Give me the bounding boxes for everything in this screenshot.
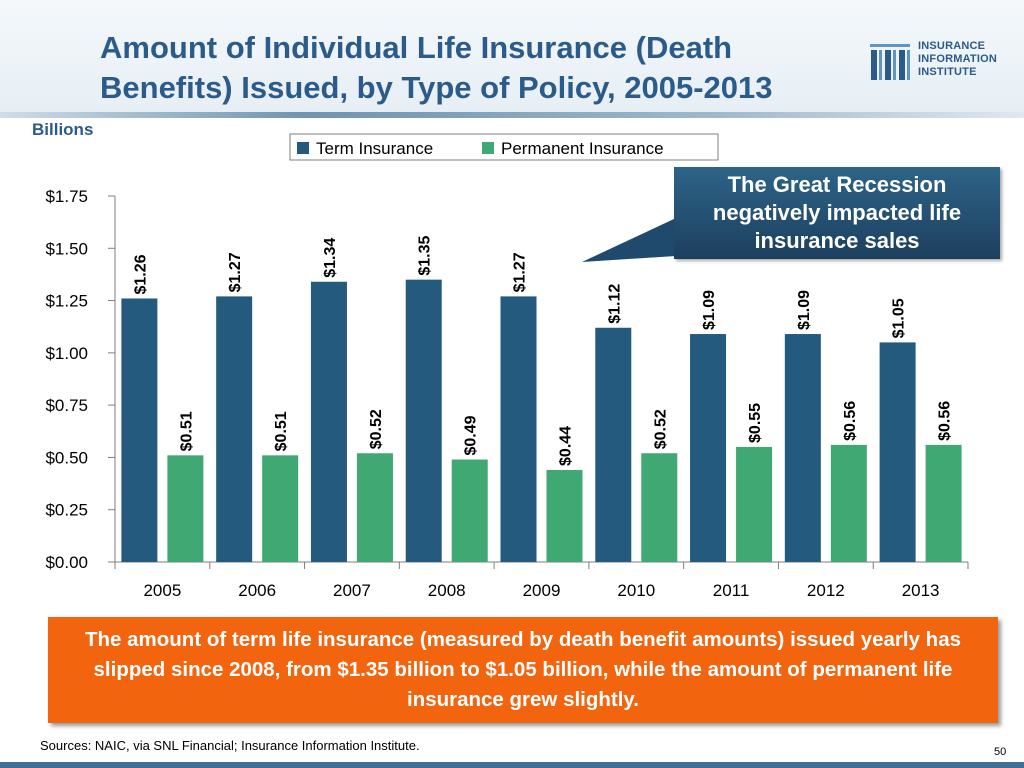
term-data-label: $1.09 <box>796 290 813 330</box>
callout-text: The Great Recession negatively impacted … <box>712 172 962 253</box>
x-tick-label: 2008 <box>428 581 466 600</box>
iii-logo: INSURANCE INFORMATION INSTITUTE <box>868 38 1018 88</box>
term-bar <box>216 296 253 562</box>
summary-box: The amount of term life insurance (measu… <box>48 617 998 723</box>
permanent-data-label: $0.55 <box>747 403 764 443</box>
permanent-bar <box>641 453 678 562</box>
permanent-data-label: $0.56 <box>842 401 859 441</box>
logo-line: INSTITUTE <box>918 66 977 78</box>
term-bar <box>595 327 632 562</box>
permanent-data-label: $0.51 <box>273 411 290 451</box>
permanent-bar <box>925 444 962 562</box>
permanent-data-label: $0.52 <box>652 409 669 449</box>
legend-permanent-label: Permanent Insurance <box>501 139 664 158</box>
page-number: 50 <box>994 746 1007 758</box>
term-data-label: $1.35 <box>417 236 434 276</box>
permanent-bar <box>546 469 583 562</box>
logo-text: INSURANCE INFORMATION INSTITUTE <box>918 40 997 79</box>
x-tick-label: 2013 <box>902 581 940 600</box>
permanent-bar <box>167 455 204 562</box>
permanent-data-label: $0.44 <box>558 426 575 466</box>
x-tick-label: 2012 <box>807 581 845 600</box>
title-band <box>0 0 1024 118</box>
term-bar <box>310 281 347 562</box>
term-data-label: $1.34 <box>322 238 339 278</box>
term-data-label: $1.26 <box>132 254 149 294</box>
logo-line: INSURANCE <box>918 40 986 52</box>
legend-term-swatch <box>297 142 309 154</box>
permanent-bar <box>830 444 867 562</box>
recession-callout: The Great Recession negatively impacted … <box>674 167 1000 259</box>
y-tick-label: $0.50 <box>45 448 88 467</box>
permanent-bar <box>451 459 488 562</box>
legend <box>289 133 719 161</box>
y-axis-unit-label: Billions <box>32 120 94 139</box>
legend-term-label: Term Insurance <box>316 139 433 158</box>
permanent-bar <box>356 453 393 562</box>
permanent-data-label: $0.49 <box>463 415 480 455</box>
x-tick-label: 2005 <box>143 581 181 600</box>
x-tick-label: 2009 <box>523 581 561 600</box>
term-data-label: $1.09 <box>701 290 718 330</box>
term-bar <box>784 334 821 562</box>
permanent-bar <box>736 446 773 562</box>
y-tick-label: $1.50 <box>45 239 88 258</box>
permanent-data-label: $0.56 <box>937 401 954 441</box>
term-bar <box>879 342 916 562</box>
logo-mark-icon <box>870 44 910 80</box>
permanent-bar <box>262 455 299 562</box>
title-divider <box>0 112 1024 118</box>
term-data-label: $1.12 <box>606 284 623 324</box>
bottom-band <box>0 762 1024 768</box>
term-data-label: $1.27 <box>227 252 244 292</box>
y-tick-label: $1.75 <box>45 187 88 206</box>
y-tick-label: $1.00 <box>45 344 88 363</box>
legend-permanent-swatch <box>482 142 494 154</box>
page-title: Amount of Individual Life Insurance (Dea… <box>100 30 773 105</box>
y-tick-label: $1.25 <box>45 292 88 311</box>
term-data-label: $1.05 <box>891 298 908 338</box>
sources-note: Sources: NAIC, via SNL Financial; Insura… <box>40 738 420 753</box>
x-tick-label: 2011 <box>713 581 750 600</box>
term-bar <box>121 298 158 562</box>
term-bar <box>500 296 537 562</box>
term-bar <box>690 334 727 562</box>
callout-pointer <box>582 218 676 262</box>
term-data-label: $1.27 <box>512 252 529 292</box>
logo-line: INFORMATION <box>918 53 997 65</box>
y-tick-label: $0.00 <box>45 553 88 572</box>
x-tick-label: 2007 <box>333 581 371 600</box>
x-tick-label: 2006 <box>238 581 276 600</box>
x-tick-label: 2010 <box>617 581 655 600</box>
y-tick-label: $0.25 <box>45 501 88 520</box>
permanent-data-label: $0.52 <box>368 409 385 449</box>
summary-text: The amount of term life insurance (measu… <box>84 628 962 711</box>
permanent-data-label: $0.51 <box>178 411 195 451</box>
term-bar <box>405 279 442 562</box>
y-tick-label: $0.75 <box>45 396 88 415</box>
